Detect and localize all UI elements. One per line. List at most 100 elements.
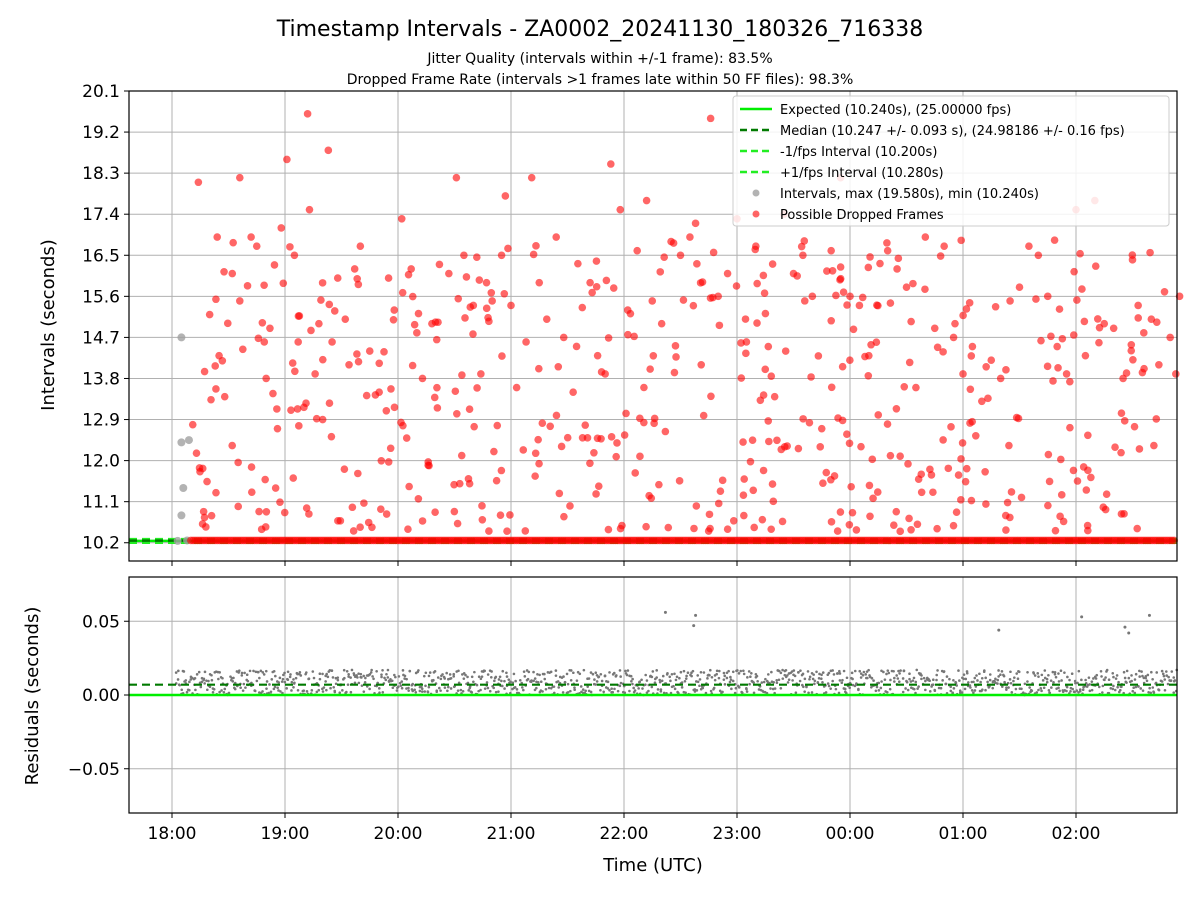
residual-point — [1163, 689, 1167, 692]
dropped-frame-point — [455, 479, 464, 488]
residual-point — [1090, 688, 1094, 692]
residual-point — [1163, 678, 1167, 681]
residual-point — [1141, 674, 1144, 678]
residual-point — [858, 669, 862, 673]
residual-point — [958, 679, 961, 682]
residual-point — [305, 671, 308, 674]
residual-point — [439, 677, 443, 681]
residual-point — [283, 680, 287, 684]
residual-point — [968, 684, 972, 687]
residual-point — [1023, 682, 1027, 686]
residual-point — [685, 674, 688, 678]
residual-point — [930, 685, 933, 688]
dropped-frame-point — [583, 434, 592, 442]
dropped-frame-point — [709, 293, 717, 302]
dropped-frame-point — [1047, 332, 1055, 341]
dropped-frame-point — [592, 282, 601, 291]
dropped-frame-point — [501, 192, 510, 200]
dropped-frame-point — [1160, 287, 1169, 296]
dropped-frame-point — [672, 353, 680, 361]
dropped-frame-point — [905, 358, 914, 367]
dropped-frame-point — [949, 521, 958, 530]
residual-point — [725, 671, 729, 675]
residual-point — [488, 689, 492, 693]
residual-point — [870, 676, 874, 680]
residual-point — [857, 688, 860, 692]
dropped-frame-point — [404, 270, 413, 279]
dropped-frame-point — [894, 254, 903, 263]
dropped-frame-point — [1117, 448, 1125, 457]
residual-point — [815, 670, 818, 674]
residual-point — [532, 679, 535, 683]
residual-point — [486, 686, 490, 690]
residual-point — [1101, 691, 1104, 694]
chart-title: Timestamp Intervals - ZA0002_20241130_18… — [276, 17, 924, 42]
residual-point — [543, 672, 546, 676]
dropped-frame-point — [199, 507, 208, 516]
dropped-frame-point — [893, 265, 901, 273]
bottom-y-tick-label: 0.00 — [82, 686, 120, 706]
dropped-frame-point — [1058, 334, 1067, 343]
residual-point — [1100, 675, 1103, 678]
residual-point — [872, 679, 875, 682]
dropped-frame-point — [273, 424, 282, 433]
residual-point — [656, 688, 660, 691]
residual-outlier-point — [1123, 625, 1127, 629]
residual-point — [791, 679, 794, 682]
residual-outlier-point — [692, 624, 696, 628]
dropped-frame-point — [1055, 305, 1064, 313]
residual-point — [218, 671, 221, 674]
residual-point — [1030, 689, 1034, 693]
dropped-frame-point — [261, 475, 269, 484]
residual-point — [1069, 689, 1072, 693]
dropped-frame-point — [740, 475, 749, 483]
residual-point — [572, 671, 575, 675]
dropped-frame-point — [506, 511, 514, 519]
residual-point — [244, 686, 247, 689]
residual-point — [274, 674, 277, 678]
residual-point — [241, 689, 245, 692]
dropped-frame-point — [1057, 491, 1066, 499]
dropped-frame-point — [1155, 360, 1163, 369]
dropped-frame-point — [458, 371, 466, 379]
residual-point — [591, 672, 595, 676]
dropped-frame-point — [527, 173, 536, 182]
top-y-tick-label: 12.0 — [82, 452, 120, 472]
residual-point — [188, 680, 191, 684]
legend-median: Median (10.247 +/- 0.093 s), (24.98186 +… — [780, 124, 1125, 139]
dropped-frame-point — [258, 318, 267, 327]
residual-point — [960, 691, 964, 694]
dropped-frame-point — [808, 292, 817, 301]
bottom-y-axis-label: Residuals (seconds) — [22, 607, 43, 786]
residual-point — [859, 676, 863, 679]
dropped-frame-point — [586, 278, 594, 287]
residual-point — [268, 683, 271, 686]
dropped-frame-point — [1117, 409, 1126, 417]
residual-point — [787, 678, 791, 682]
residual-point — [278, 676, 282, 680]
dropped-frame-point — [612, 452, 620, 461]
residual-point — [803, 677, 807, 681]
residual-point — [599, 688, 602, 692]
dropped-frame-point — [345, 360, 353, 369]
residual-point — [535, 686, 538, 690]
residual-point — [619, 675, 622, 678]
residual-point — [180, 688, 184, 692]
residual-point — [1117, 680, 1120, 684]
residual-point — [433, 670, 437, 673]
dropped-frame-point — [1130, 422, 1139, 431]
residual-point — [895, 674, 898, 677]
residual-point — [372, 677, 375, 681]
dropped-frame-point — [496, 511, 505, 519]
residual-point — [603, 674, 607, 678]
dropped-frame-point — [289, 474, 298, 482]
dropped-frame-point — [317, 296, 325, 304]
residual-outlier-point — [997, 628, 1001, 632]
dropped-frame-point — [843, 301, 851, 309]
residual-point — [593, 678, 596, 681]
residual-point — [679, 670, 683, 674]
residual-point — [853, 669, 857, 673]
residual-point — [728, 680, 732, 684]
residual-point — [240, 674, 244, 677]
residual-point — [566, 682, 570, 686]
